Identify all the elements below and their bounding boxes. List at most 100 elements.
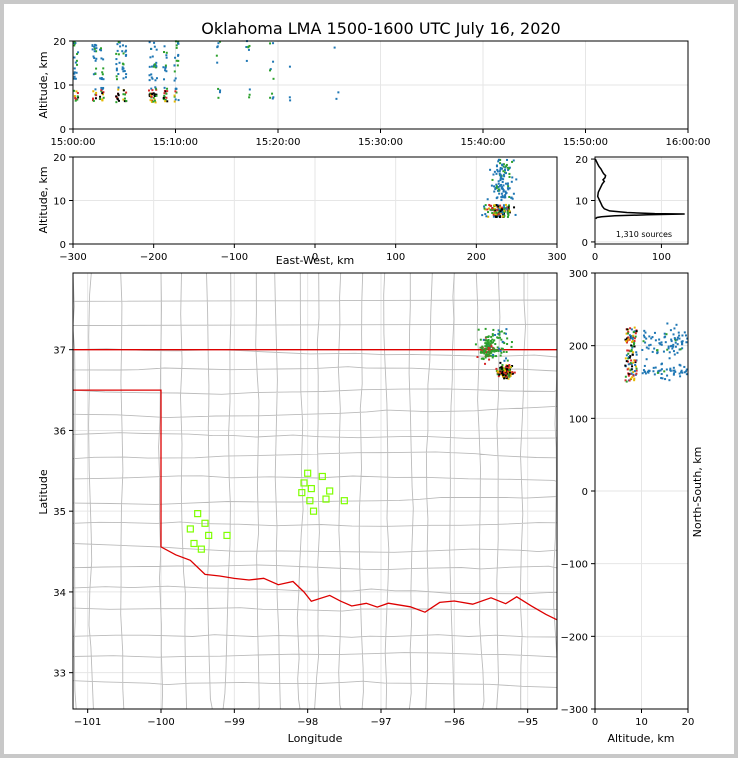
vhf-source [498,347,501,350]
lma-station-marker [223,531,231,540]
vhf-source [506,166,509,169]
vhf-source [628,334,631,337]
vhf-source [513,206,516,209]
vhf-source [658,369,661,372]
vhf-source [101,92,104,95]
vhf-source [76,63,79,66]
longitude-tick-label: −97 [370,717,391,728]
vhf-source [507,208,510,211]
altitude-northsouth-ticks: 0 10 20 −300 −200 −100 0 100 200 300 [561,269,695,728]
vhf-source [665,368,668,371]
vhf-source [672,372,675,375]
vhf-source [504,203,507,206]
vhf-source [513,371,516,374]
ew-tick-label: 100 [386,252,405,263]
vhf-source [483,349,486,352]
vhf-source [484,342,487,345]
vhf-source [487,350,490,353]
vhf-source [122,93,125,96]
vhf-source [101,99,104,102]
vhf-source [484,327,487,330]
vhf-source [115,67,118,70]
vhf-source [125,73,128,76]
vhf-source [122,98,125,101]
vhf-source [163,86,166,89]
vhf-source [630,377,633,380]
vhf-source [102,58,105,61]
vhf-source [155,65,158,68]
vhf-source [502,372,505,375]
vhf-source [501,187,504,190]
vhf-source [680,340,683,343]
altitude-tick-label: 20 [575,155,588,166]
longitude-tick-label: −98 [297,717,318,728]
vhf-source [651,350,654,353]
vhf-source [499,173,502,176]
vhf-source [164,69,167,72]
vhf-source [93,57,96,60]
vhf-source [501,210,504,213]
vhf-source [508,172,511,175]
longitude-tick-label: −99 [224,717,245,728]
vhf-source [634,335,637,338]
vhf-source [625,341,628,344]
vhf-source [660,377,663,380]
vhf-source [625,337,628,340]
vhf-source [503,371,506,374]
vhf-source [164,67,167,70]
vhf-source [663,370,666,373]
vhf-source [500,366,503,369]
vhf-source [505,376,508,379]
vhf-source [163,78,166,81]
vhf-source [493,209,496,212]
vhf-source [512,159,515,162]
vhf-source [497,205,500,208]
vhf-source [667,345,670,348]
vhf-source [506,369,509,372]
vhf-source [494,186,497,189]
vhf-source [153,63,156,66]
vhf-source [117,53,120,56]
vhf-source [174,77,177,80]
vhf-source [501,167,504,170]
vhf-source [631,353,634,356]
vhf-source [219,40,222,43]
lma-station-marker [197,545,205,553]
vhf-source [492,328,495,331]
vhf-source [495,183,498,186]
vhf-source [496,189,499,192]
vhf-source [490,184,493,187]
vhf-source [148,93,151,96]
vhf-source [666,374,669,377]
vhf-source [499,166,502,169]
vhf-source [643,370,646,373]
vhf-source [155,61,158,64]
vhf-source [641,348,644,351]
lma-station-marker [300,479,308,487]
vhf-source [93,47,96,50]
vhf-source [625,354,628,357]
ew-tick-label: 200 [467,252,486,263]
vhf-source [487,207,490,210]
vhf-source [337,91,340,94]
vhf-source [508,175,511,178]
vhf-source [627,363,630,366]
lma-figure: Oklahoma LMA 1500-1600 UTC July 16, 2020… [4,4,734,754]
vhf-source [511,364,514,367]
vhf-source [491,349,494,352]
altitude-histogram-panel: 0 100 0 10 20 1,310 sources [575,155,689,263]
vhf-source [247,48,250,51]
vhf-source [490,351,493,354]
vhf-source [635,372,638,375]
vhf-source [150,76,153,79]
vhf-source [498,333,501,336]
vhf-source [491,341,494,344]
vhf-source [500,338,503,341]
vhf-source [680,369,683,372]
vhf-source [177,59,180,62]
vhf-source [503,377,506,380]
vhf-source [491,334,494,337]
vhf-source [117,40,120,43]
vhf-source [652,366,655,369]
vhf-source [499,210,502,213]
